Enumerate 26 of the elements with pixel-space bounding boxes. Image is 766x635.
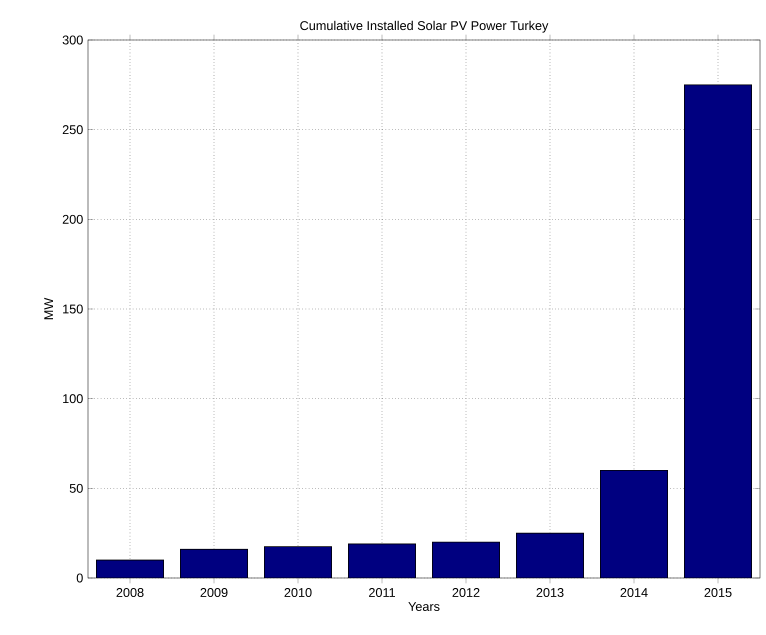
x-tick-label: 2011 bbox=[369, 588, 395, 598]
y-tick-label: 50 bbox=[70, 484, 83, 493]
bar bbox=[264, 546, 332, 578]
y-tick-label: 250 bbox=[62, 125, 83, 134]
x-axis-title: Years bbox=[408, 602, 440, 612]
chart-title: Cumulative Installed Solar PV Power Turkey bbox=[300, 20, 548, 33]
bar bbox=[348, 544, 416, 578]
x-tick-label: 2014 bbox=[620, 588, 648, 598]
bar bbox=[96, 560, 164, 578]
y-tick-label: 200 bbox=[62, 214, 83, 224]
bar bbox=[600, 470, 668, 578]
y-axis-title: MW bbox=[44, 298, 54, 320]
x-tick-label: 2009 bbox=[200, 588, 228, 598]
x-tick-label: 2008 bbox=[116, 588, 144, 598]
bar bbox=[684, 84, 752, 578]
y-tick-label: 300 bbox=[62, 36, 83, 44]
x-tick-label: 2013 bbox=[536, 588, 564, 598]
x-tick-label: 2015 bbox=[704, 588, 732, 598]
x-tick-label: 2010 bbox=[284, 588, 312, 598]
y-tick-label: 150 bbox=[63, 304, 83, 314]
bar bbox=[180, 549, 248, 578]
y-tick-label: 100 bbox=[63, 394, 83, 404]
bar bbox=[432, 542, 500, 578]
x-tick-label: 2012 bbox=[452, 588, 480, 598]
bar bbox=[516, 533, 584, 578]
y-tick-label: 0 bbox=[76, 574, 83, 582]
